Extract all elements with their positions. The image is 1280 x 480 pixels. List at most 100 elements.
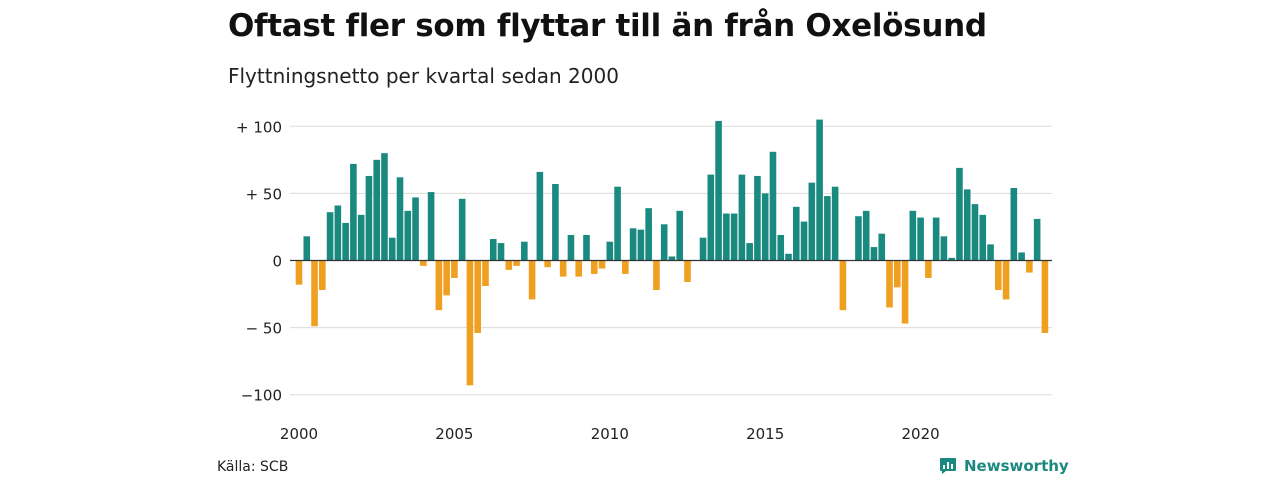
bar	[668, 256, 676, 261]
bar	[396, 177, 404, 261]
bar	[824, 196, 831, 261]
bar	[769, 151, 777, 261]
source-note: Källa: SCB	[217, 459, 289, 475]
bar	[808, 182, 816, 261]
bar	[1033, 218, 1041, 261]
bar	[862, 210, 870, 261]
chart-subtitle: Flyttningsnetto per kvartal sedan 2000	[228, 64, 619, 88]
bar	[886, 260, 893, 308]
bar	[536, 171, 544, 261]
bar	[528, 260, 536, 300]
y-tick-label: 0	[272, 253, 282, 271]
x-tick-label: 2010	[591, 425, 629, 443]
x-tick-label: 2020	[902, 425, 940, 443]
bar	[777, 235, 785, 261]
bar	[334, 205, 342, 261]
bar	[544, 260, 551, 268]
bar	[552, 184, 559, 261]
bar	[443, 260, 450, 296]
bar	[831, 186, 839, 261]
bar	[451, 260, 458, 278]
bar	[723, 213, 730, 261]
bar	[839, 260, 847, 311]
bar	[761, 193, 769, 261]
bar	[893, 260, 901, 288]
bar	[1010, 188, 1018, 261]
bar	[350, 163, 357, 261]
bar	[855, 216, 862, 261]
bar	[754, 175, 761, 261]
bar	[567, 235, 575, 261]
bar	[901, 260, 909, 324]
bar	[489, 239, 497, 261]
bar	[637, 229, 645, 261]
bar	[365, 175, 373, 261]
bar	[326, 212, 334, 261]
bar	[1026, 260, 1033, 273]
bar	[381, 153, 388, 261]
bar	[746, 243, 753, 261]
bar	[606, 241, 614, 261]
bar	[956, 167, 963, 261]
bar	[583, 235, 590, 261]
newsworthy-logo-icon	[940, 458, 956, 474]
bar	[1002, 260, 1010, 300]
bar	[738, 174, 746, 261]
bar	[559, 260, 567, 277]
bar	[521, 241, 528, 261]
bar	[435, 260, 443, 311]
bar	[319, 260, 326, 291]
bar	[295, 260, 303, 285]
chart-title: Oftast fler som flyttar till än från Oxe…	[228, 8, 987, 44]
bar	[427, 192, 435, 261]
bar	[971, 204, 979, 261]
bar	[995, 260, 1002, 291]
bar	[707, 174, 715, 261]
bar	[785, 253, 792, 261]
bar	[303, 236, 311, 261]
bar	[388, 237, 396, 261]
bar	[909, 210, 917, 261]
y-tick-label: + 100	[236, 118, 282, 136]
bar	[622, 260, 629, 274]
y-tick-label: −100	[241, 387, 282, 405]
bar	[963, 189, 971, 261]
bar	[940, 236, 948, 261]
bar	[311, 260, 318, 327]
bar	[792, 206, 800, 261]
bar	[660, 224, 668, 261]
bar	[730, 213, 738, 261]
bar	[466, 260, 474, 386]
x-tick-label: 2000	[280, 425, 318, 443]
bar	[917, 217, 924, 261]
bar	[653, 260, 660, 291]
bar	[715, 120, 722, 261]
bar	[878, 233, 886, 261]
bar	[987, 244, 994, 261]
bar	[614, 186, 621, 261]
y-tick-label: − 50	[246, 320, 282, 338]
bar	[482, 260, 489, 286]
bar	[373, 159, 380, 261]
bar	[1041, 260, 1049, 333]
bar	[1018, 252, 1025, 261]
brand-logo: Newsworthy	[938, 456, 1069, 476]
bar	[497, 243, 505, 261]
bar	[925, 260, 932, 278]
x-tick-label: 2015	[746, 425, 784, 443]
bar	[513, 260, 520, 266]
bar	[816, 119, 823, 261]
brand-name: Newsworthy	[964, 457, 1069, 475]
x-tick-label: 2005	[435, 425, 473, 443]
bar	[979, 214, 987, 261]
bar	[948, 257, 955, 261]
bar	[357, 214, 365, 261]
bar	[342, 222, 349, 261]
bar	[699, 237, 707, 261]
bar	[598, 260, 606, 269]
bar	[404, 210, 412, 261]
bar	[684, 260, 691, 282]
bar	[932, 217, 940, 261]
bar	[575, 260, 583, 277]
